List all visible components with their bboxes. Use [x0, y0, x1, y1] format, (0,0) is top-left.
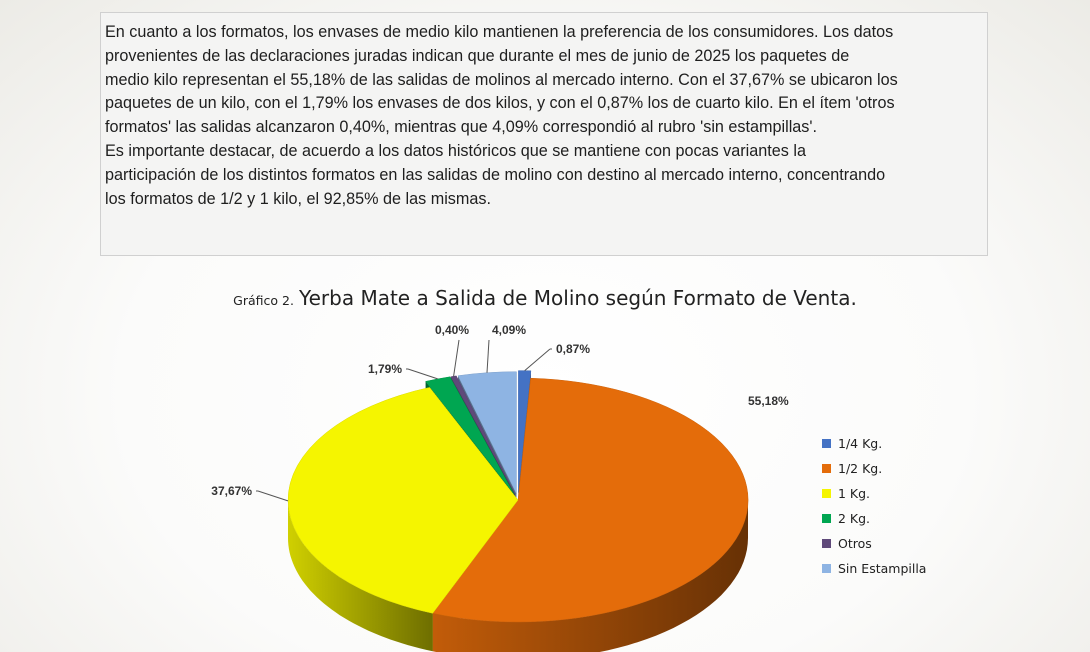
legend-swatch — [822, 514, 831, 523]
pie-labels: 0,87% 55,18% 37,67% 1,79% 0,40% 4,09% — [211, 323, 789, 502]
legend-swatch — [822, 539, 831, 548]
data-label-1-2-kg: 55,18% — [748, 394, 789, 408]
legend-swatch — [822, 439, 831, 448]
chart-title: Gráfico 2. Yerba Mate a Salida de Molino… — [0, 286, 1090, 310]
legend-swatch — [822, 489, 831, 498]
legend-label: 2 Kg. — [838, 511, 871, 526]
legend-swatch — [822, 464, 831, 473]
pie-slice-1-2-kg — [432, 377, 749, 623]
paragraph-line: En cuanto a los formatos, los envases de… — [105, 23, 894, 41]
legend-label: 1/4 Kg. — [838, 436, 883, 451]
data-label-1-kg: 37,67% — [211, 484, 252, 498]
chart-title-main: Yerba Mate a Salida de Molino según Form… — [299, 286, 857, 310]
data-label-otros: 0,40% — [435, 323, 469, 337]
paragraph-line: medio kilo representan el 55,18% de las … — [105, 70, 898, 89]
legend-label: Sin Estampilla — [838, 561, 927, 576]
leader-line-sin-estampilla — [486, 339, 490, 373]
chart-title-prefix: Gráfico 2. — [233, 293, 294, 308]
legend-swatch — [822, 564, 831, 573]
legend-label: 1 Kg. — [838, 486, 871, 501]
data-label-2-kg: 1,79% — [368, 362, 402, 376]
text-box: En cuanto a los formatos, los envases de… — [100, 12, 988, 256]
paragraph-line: los formatos de 1/2 y 1 kilo, el 92,85% … — [105, 189, 491, 208]
leader-line-otros — [453, 339, 460, 377]
chart-legend: 1/4 Kg. 1/2 Kg. 1 Kg. 2 Kg. Otros Sin Estampi… — [822, 431, 926, 581]
pie-wall-1-2-kg — [432, 500, 748, 652]
legend-item-2-kg: 2 Kg. — [822, 506, 926, 531]
paragraph-line: participación de los distintos formatos … — [105, 165, 886, 184]
data-label-1-4-kg: 0,87% — [556, 342, 590, 356]
legend-label: 1/2 Kg. — [838, 461, 883, 476]
data-label-sin-estampilla: 4,09% — [492, 323, 526, 337]
paragraph-line: Es importante destacar, de acuerdo a los… — [105, 141, 806, 160]
legend-item-1-2-kg: 1/2 Kg. — [822, 456, 926, 481]
legend-item-sin-estampilla: Sin Estampilla — [822, 556, 926, 581]
paragraph-line: provenientes de las declaraciones jurada… — [105, 46, 850, 65]
legend-label: Otros — [838, 536, 872, 551]
legend-item-1-kg: 1 Kg. — [822, 481, 926, 506]
paragraph-line: paquetes de un kilo, con el 1,79% los en… — [105, 94, 895, 113]
pie-slice-sin-estampilla — [457, 371, 517, 494]
legend-item-otros: Otros — [822, 531, 926, 556]
pie-tops — [287, 370, 749, 623]
pie-wall-1-kg — [288, 500, 433, 652]
pie-slice-1-kg — [287, 387, 519, 614]
leader-line-2-kg — [407, 368, 438, 380]
leader-line-1-4-kg — [524, 348, 551, 371]
pie-slice-1-4-kg — [518, 370, 532, 493]
legend-item-1-4-kg: 1/4 Kg. — [822, 431, 926, 456]
paragraph-line: formatos' las salidas alcanzaron 0,40%, … — [105, 118, 817, 137]
leader-line-1-kg — [257, 490, 289, 502]
